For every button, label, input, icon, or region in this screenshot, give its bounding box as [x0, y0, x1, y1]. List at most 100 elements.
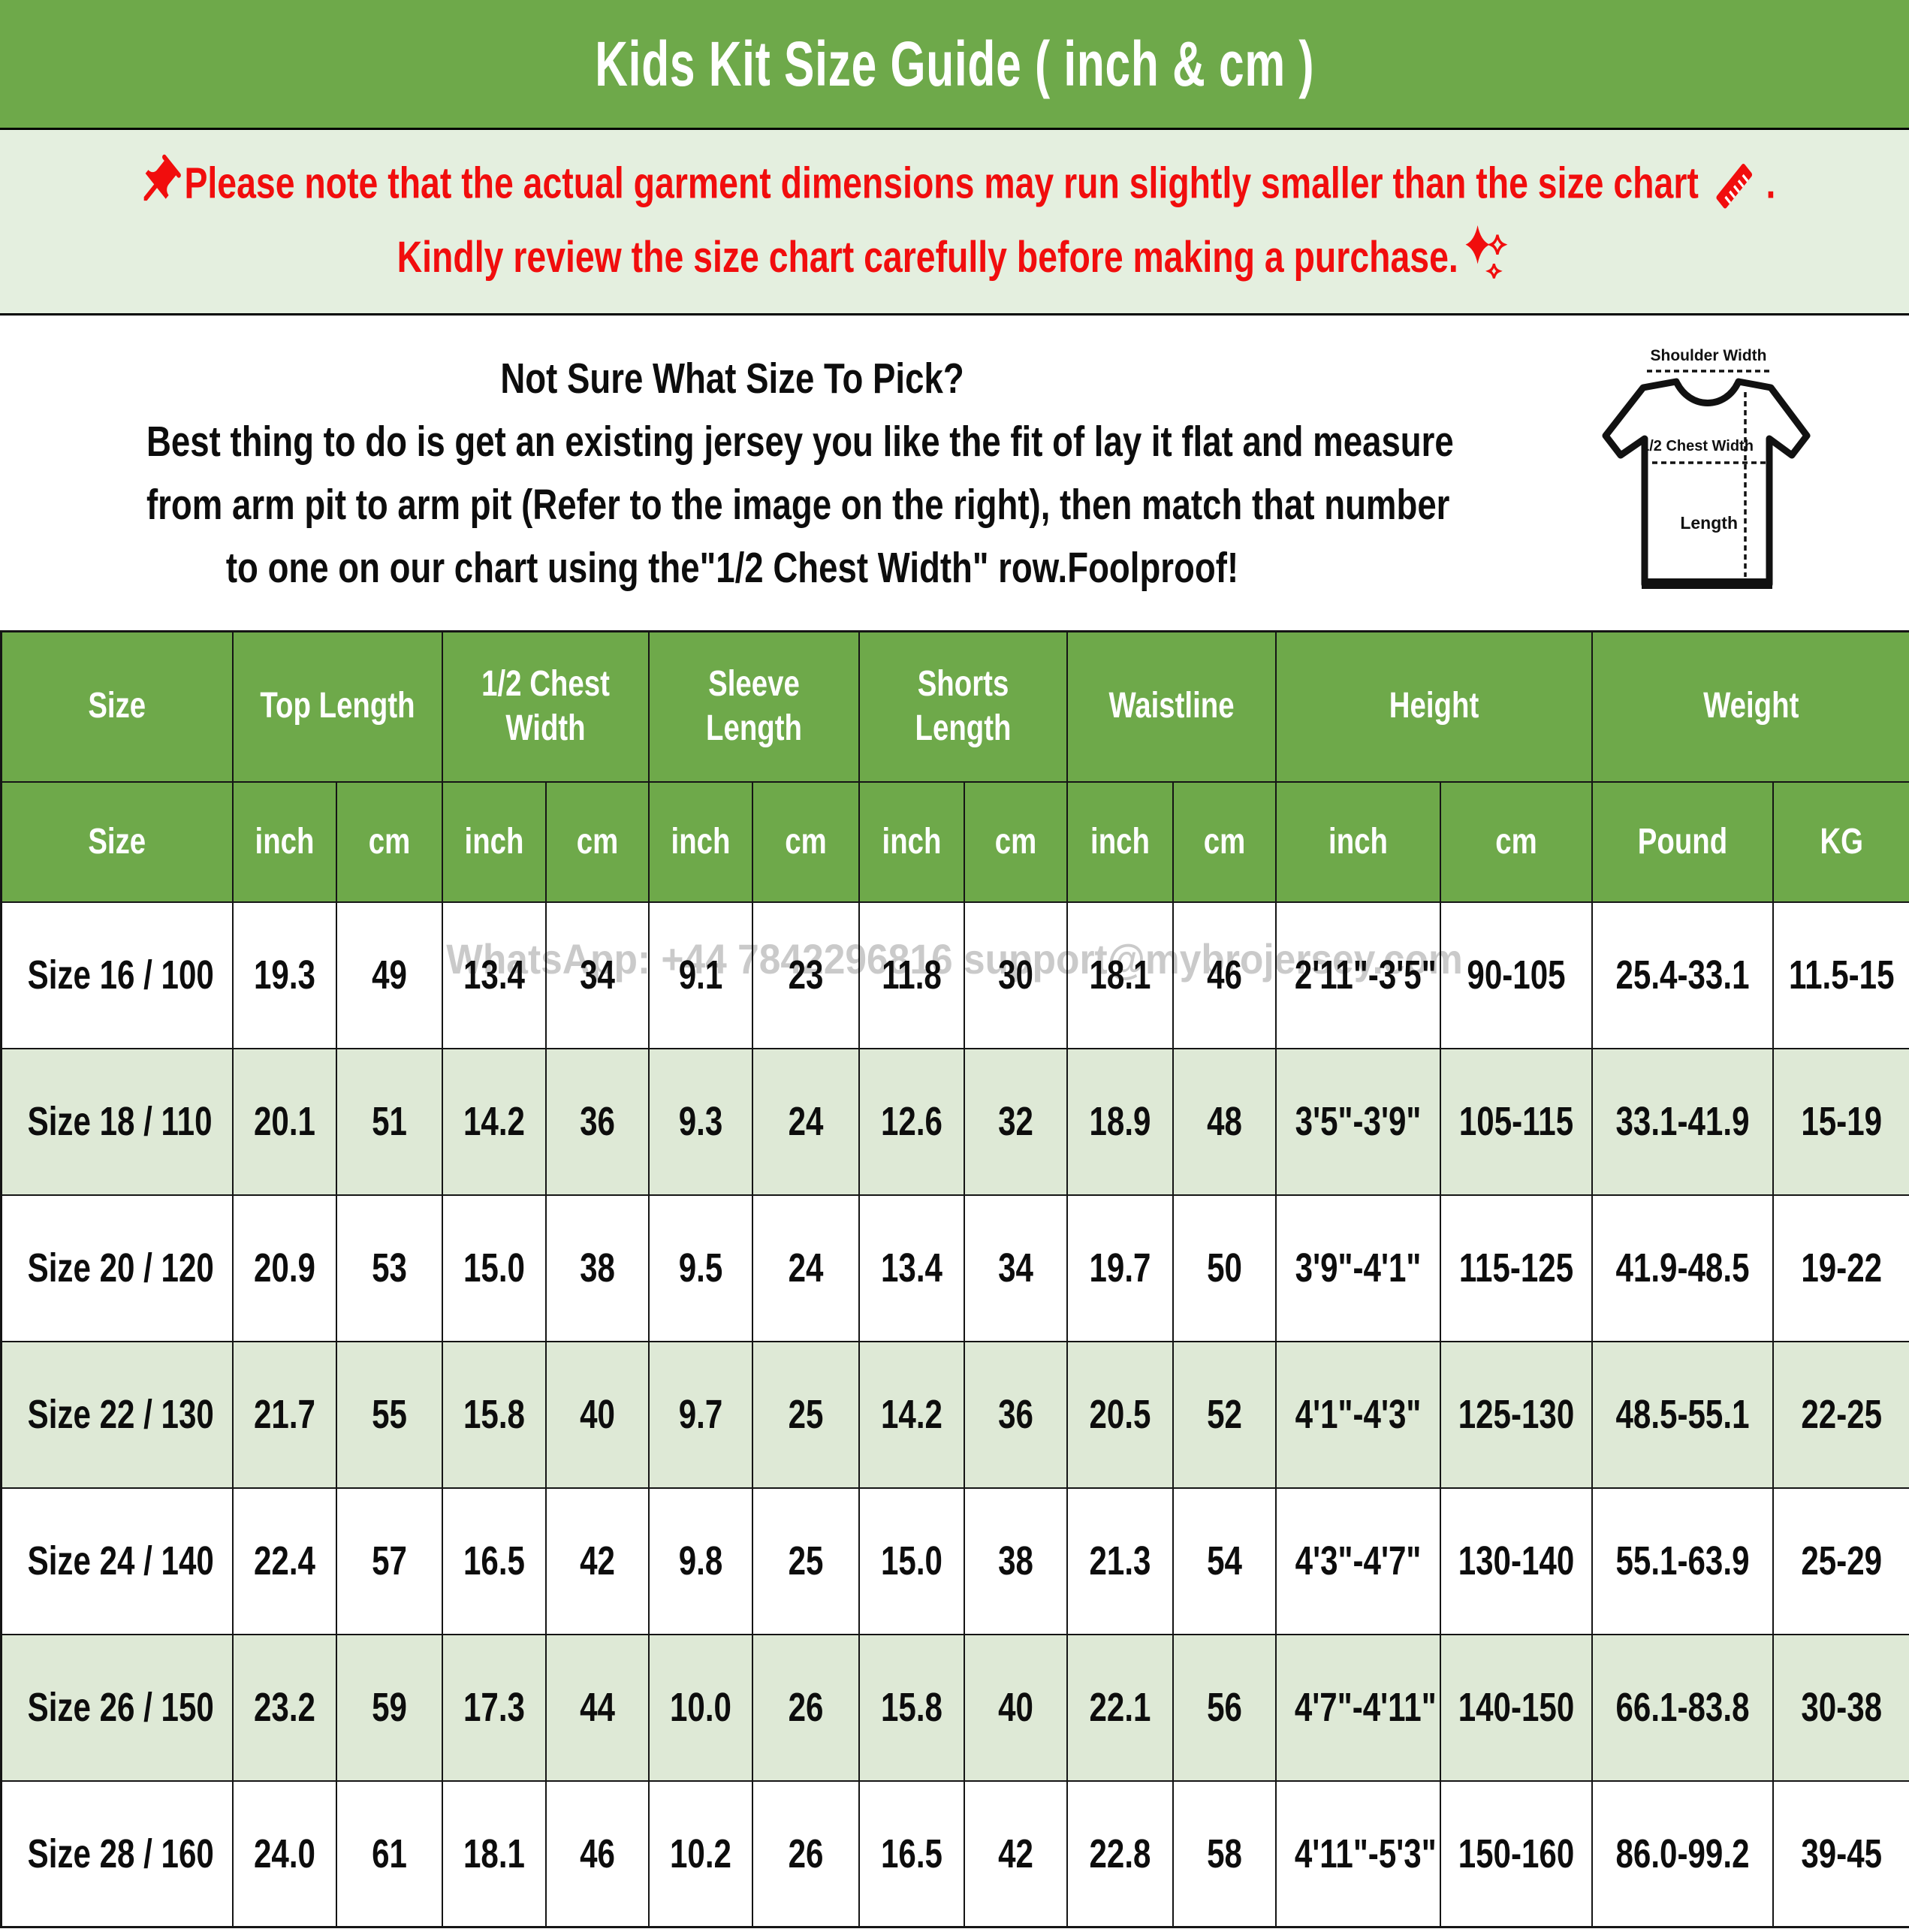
value-cell: 61 — [335, 1780, 443, 1928]
cell-text: 25 — [788, 1392, 823, 1437]
cell-text: 24 — [788, 1099, 823, 1144]
cell-text: 19.7 — [1089, 1245, 1151, 1291]
value-cell: 19.7 — [1066, 1194, 1174, 1342]
notice-line-1-period: . — [1766, 158, 1776, 208]
value-cell: 16.5 — [441, 1487, 547, 1635]
cell-text: 19.3 — [253, 952, 315, 998]
value-cell: 130-140 — [1439, 1487, 1593, 1635]
value-cell: 15-19 — [1772, 1047, 1909, 1196]
cell-text: 41.9-48.5 — [1615, 1245, 1750, 1291]
value-cell: 55 — [335, 1340, 443, 1489]
cell-text: 34 — [579, 952, 615, 998]
value-cell: 15.0 — [858, 1487, 965, 1635]
cell-text: 14.2 — [880, 1392, 942, 1437]
cell-text: 32 — [997, 1099, 1033, 1144]
sizing-help-line-3: from arm pit to arm pit (Refer to the im… — [146, 481, 1450, 529]
value-cell: 52 — [1172, 1340, 1277, 1489]
value-cell: 15.0 — [441, 1194, 547, 1342]
cell-text: 17.3 — [463, 1685, 525, 1730]
value-cell: 115-125 — [1439, 1194, 1593, 1342]
value-cell: 24 — [751, 1194, 860, 1342]
cell-text: 56 — [1206, 1685, 1242, 1730]
cell-text: Size 26 / 150 — [27, 1685, 214, 1730]
sizing-help-section: Not Sure What Size To Pick? Best thing t… — [0, 315, 1909, 630]
value-cell: 24 — [751, 1047, 860, 1196]
unit-header-kg: KG — [1772, 780, 1909, 903]
cell-text: 150-160 — [1458, 1831, 1574, 1876]
tshirt-hem — [1642, 578, 1772, 589]
cell-text: 24.0 — [253, 1831, 315, 1876]
value-cell: 59 — [335, 1633, 443, 1782]
value-cell: 3'9"-4'1" — [1274, 1194, 1441, 1342]
cell-text: 4'1"-4'3" — [1295, 1392, 1421, 1437]
value-cell: 41.9-48.5 — [1591, 1194, 1774, 1342]
cell-text: 11.5-15 — [1788, 952, 1895, 998]
table-row: Size 16 / 100 19.3 49 13.4 34 9.1 23 11.8 30 18.1… — [0, 901, 1909, 1049]
cell-text: 90-105 — [1466, 952, 1566, 998]
value-cell: 3'5"-3'9" — [1274, 1047, 1441, 1196]
cell-text: 4'11"-5'3" — [1294, 1831, 1437, 1876]
value-cell: 25 — [751, 1487, 860, 1635]
value-cell: 54 — [1172, 1487, 1277, 1635]
cell-text: 13.4 — [880, 1245, 942, 1291]
value-cell: 30 — [963, 901, 1068, 1049]
value-cell: 19-22 — [1772, 1194, 1909, 1342]
cell-text: 33.1-41.9 — [1615, 1099, 1750, 1144]
value-cell: 51 — [335, 1047, 443, 1196]
cell-text: 38 — [997, 1538, 1033, 1583]
cell-text: 3'5"-3'9" — [1295, 1099, 1421, 1144]
title-bar: Kids Kit Size Guide ( inch & cm ) — [0, 0, 1909, 130]
value-cell: 49 — [335, 901, 443, 1049]
value-cell: 11.8 — [858, 901, 965, 1049]
cell-text: 19-22 — [1800, 1245, 1882, 1291]
size-cell: Size 20 / 120 — [0, 1194, 234, 1342]
cell-text: 9.5 — [678, 1245, 722, 1291]
value-cell: 20.5 — [1066, 1340, 1174, 1489]
unit-header-top-cm: cm — [335, 780, 443, 903]
cell-text: Size 20 / 120 — [27, 1245, 214, 1291]
value-cell: 15.8 — [858, 1633, 965, 1782]
size-cell: Size 16 / 100 — [0, 901, 234, 1049]
value-cell: 14.2 — [441, 1047, 547, 1196]
cell-text: 30-38 — [1800, 1685, 1882, 1730]
table-row: Size 18 / 110 20.1 51 14.2 36 9.3 24 12.6 32 18.9… — [0, 1047, 1909, 1196]
cell-text: 46 — [1206, 952, 1242, 998]
value-cell: 4'11"-5'3" — [1274, 1780, 1441, 1928]
unit-header-waist-cm: cm — [1172, 780, 1277, 903]
value-cell: 10.2 — [647, 1780, 753, 1928]
cell-text: 4'3"-4'7" — [1295, 1538, 1421, 1583]
cell-text: 20.5 — [1089, 1392, 1151, 1437]
value-cell: 18.1 — [1066, 901, 1174, 1049]
cell-text: 36 — [579, 1099, 615, 1144]
cell-text: 58 — [1206, 1831, 1242, 1876]
value-cell: 105-115 — [1439, 1047, 1593, 1196]
cell-text: 61 — [371, 1831, 407, 1876]
unit-header-shorts-inch: inch — [858, 780, 965, 903]
cell-text: 16.5 — [880, 1831, 942, 1876]
ruler-icon — [1699, 158, 1766, 209]
cell-text: 53 — [371, 1245, 407, 1291]
value-cell: 66.1-83.8 — [1591, 1633, 1774, 1782]
group-header-weight: Weight — [1591, 630, 1909, 783]
value-cell: 42 — [544, 1487, 650, 1635]
value-cell: 30-38 — [1772, 1633, 1909, 1782]
cell-text: 46 — [579, 1831, 615, 1876]
value-cell: 33.1-41.9 — [1591, 1047, 1774, 1196]
cell-text: 59 — [371, 1685, 407, 1730]
value-cell: 34 — [963, 1194, 1068, 1342]
cell-text: 12.6 — [880, 1099, 942, 1144]
cell-text: 115-125 — [1458, 1245, 1573, 1291]
value-cell: 44 — [544, 1633, 650, 1782]
unit-header-pound: Pound — [1591, 780, 1774, 903]
cell-text: Size 16 / 100 — [27, 952, 214, 998]
cell-text: 15.0 — [880, 1538, 942, 1583]
cell-text: 25.4-33.1 — [1615, 952, 1750, 998]
shoulder-width-label: Shoulder Width — [1651, 347, 1767, 364]
value-cell: 22.4 — [231, 1487, 337, 1635]
value-cell: 12.6 — [858, 1047, 965, 1196]
notice-line-2-text: Kindly review the size chart carefully b… — [397, 233, 1458, 282]
sizing-help-line-2: Best thing to do is get an existing jers… — [146, 418, 1454, 466]
unit-header-waist-inch: inch — [1066, 780, 1174, 903]
cell-text: 11.8 — [881, 952, 942, 998]
